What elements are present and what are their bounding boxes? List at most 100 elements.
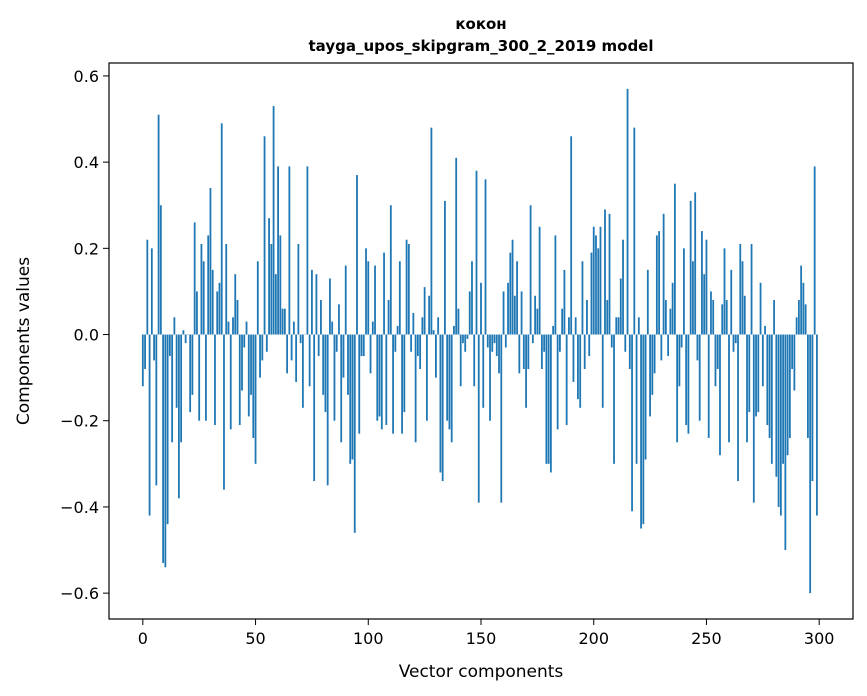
bar-282 <box>777 334 780 507</box>
bar-100 <box>367 261 370 335</box>
bar-158 <box>498 334 500 374</box>
bar-261 <box>730 269 733 335</box>
bar-257 <box>721 304 724 335</box>
bar-22 <box>191 334 194 395</box>
x-axis-ticks: 0 50 100 150 200 250 300 <box>138 619 834 648</box>
bar-140 <box>457 308 460 335</box>
bar-26 <box>200 244 203 335</box>
bar-182 <box>552 325 555 335</box>
bar-243 <box>689 200 692 335</box>
bar-3 <box>148 334 151 516</box>
bar-274 <box>759 282 762 335</box>
bar-223 <box>644 334 647 460</box>
bar-166 <box>516 261 518 335</box>
bar-275 <box>761 334 764 387</box>
bar-102 <box>371 321 374 335</box>
bar-214 <box>624 334 627 352</box>
bar-139 <box>455 157 458 335</box>
bar-215 <box>626 88 629 335</box>
bar-138 <box>453 325 455 335</box>
bar-167 <box>518 334 521 374</box>
bar-60 <box>277 166 279 335</box>
bar-205 <box>604 209 606 335</box>
bar-203 <box>599 226 602 335</box>
bar-283 <box>779 334 782 516</box>
bar-17 <box>180 334 183 443</box>
bar-81 <box>324 334 327 413</box>
bar-69 <box>297 244 300 335</box>
bar-279 <box>770 334 773 464</box>
bar-156 <box>493 334 496 344</box>
chart-title-line2: tayga_upos_skipgram_300_2_2019 model <box>309 37 654 55</box>
bar-91 <box>347 334 349 395</box>
bar-92 <box>349 334 352 464</box>
bar-104 <box>376 334 379 421</box>
bar-170 <box>525 334 527 408</box>
bar-68 <box>295 334 298 382</box>
bar-291 <box>797 300 800 335</box>
bar-10 <box>164 334 167 568</box>
y-tick-label: −0.4 <box>60 498 99 517</box>
bar-134 <box>444 200 446 335</box>
bar-116 <box>403 334 406 413</box>
bar-164 <box>511 239 514 335</box>
bar-280 <box>773 300 775 335</box>
bar-259 <box>725 300 728 335</box>
bar-245 <box>694 192 697 335</box>
bar-111 <box>392 334 394 434</box>
bar-58 <box>272 106 275 335</box>
bar-252 <box>710 291 712 335</box>
bar-273 <box>757 334 760 413</box>
bar-85 <box>333 334 336 421</box>
bar-281 <box>775 334 778 477</box>
bar-56 <box>268 218 270 335</box>
bar-65 <box>288 166 291 335</box>
bar-142 <box>462 334 464 344</box>
bar-269 <box>748 334 751 413</box>
bar-30 <box>209 187 212 335</box>
bar-6 <box>155 334 158 486</box>
bar-108 <box>385 334 388 426</box>
bar-294 <box>804 304 807 335</box>
bar-136 <box>448 334 451 430</box>
bar-295 <box>807 334 809 438</box>
bar-193 <box>577 334 579 400</box>
bar-59 <box>274 274 277 335</box>
bar-125 <box>423 287 426 335</box>
bar-36 <box>223 334 225 490</box>
bar-169 <box>522 334 525 370</box>
bar-192 <box>574 317 577 335</box>
bar-48 <box>250 334 252 395</box>
bar-4 <box>150 248 153 335</box>
bar-154 <box>489 334 491 421</box>
bar-227 <box>653 334 656 374</box>
bars-group <box>141 88 818 594</box>
bar-141 <box>459 334 462 387</box>
bar-50 <box>254 334 257 464</box>
bar-46 <box>245 321 248 335</box>
bar-24 <box>196 291 198 335</box>
bar-64 <box>286 334 289 374</box>
bar-47 <box>247 334 250 417</box>
bar-45 <box>243 334 246 348</box>
bar-233 <box>667 334 670 357</box>
bar-19 <box>184 334 187 344</box>
bar-14 <box>173 317 176 335</box>
bar-74 <box>308 334 311 387</box>
bar-127 <box>428 295 431 335</box>
bar-16 <box>177 334 180 499</box>
bar-251 <box>707 334 710 438</box>
bar-34 <box>218 282 221 335</box>
bar-147 <box>473 334 476 387</box>
y-tick-label: 0.4 <box>74 153 99 172</box>
bar-57 <box>270 244 273 335</box>
bar-284 <box>782 334 785 464</box>
bar-254 <box>714 334 717 387</box>
bar-114 <box>398 261 401 335</box>
bar-43 <box>238 334 241 426</box>
bar-15 <box>175 334 178 408</box>
bar-109 <box>387 300 390 335</box>
bar-55 <box>265 334 268 352</box>
bar-90 <box>344 265 347 335</box>
bar-1 <box>144 334 146 370</box>
